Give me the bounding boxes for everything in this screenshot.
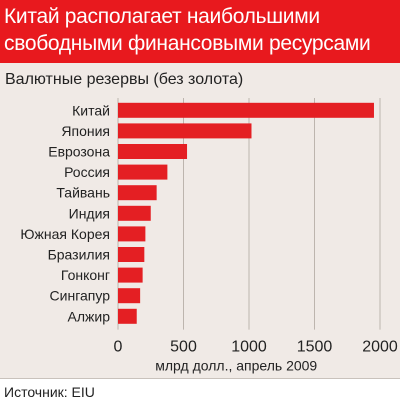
- bar-4: [118, 164, 168, 180]
- x-tick-label: 2000: [362, 339, 398, 356]
- category-label: Япония: [61, 123, 110, 139]
- source-note: Источник: EIU: [4, 384, 95, 400]
- title-banner: Китай располагает наибольшими свободными…: [0, 0, 400, 63]
- bar-2: [118, 123, 252, 139]
- bar-7: [118, 226, 146, 242]
- x-axis-label: млрд долл., апрель 2009: [155, 358, 317, 374]
- bar-5: [118, 185, 157, 201]
- category-label: Еврозона: [48, 144, 110, 160]
- bar-10: [118, 288, 141, 304]
- bar-1: [118, 102, 374, 118]
- footer: Источник: EIU: [0, 378, 400, 407]
- chart-panel: Валютные резервы (без золота) Китай Япони…: [0, 63, 400, 378]
- bar-8: [118, 247, 145, 262]
- bar-11: [118, 308, 137, 324]
- x-tick-label: 500: [170, 339, 197, 356]
- category-label: Сингапур: [50, 288, 111, 304]
- x-tick-label: 1500: [297, 339, 333, 356]
- category-label: Индия: [69, 205, 110, 221]
- bar-9: [118, 267, 143, 283]
- chart-subtitle: Валютные резервы (без золота): [5, 71, 244, 88]
- x-tick-label: 0: [114, 339, 123, 356]
- bar-3: [118, 144, 188, 159]
- bar-6: [118, 205, 151, 221]
- category-label: Россия: [64, 164, 110, 180]
- x-tick-label: 1000: [231, 339, 267, 356]
- category-label: Китай: [72, 102, 110, 118]
- category-label: Алжир: [68, 308, 111, 324]
- category-label: Гонконг: [61, 267, 110, 283]
- bar-chart: Китай Япония Еврозона Россия Тайвань Индия Южн…: [20, 98, 398, 374]
- category-label: Бразилия: [48, 247, 110, 263]
- category-label: Тайвань: [56, 185, 110, 201]
- category-label: Южная Корея: [20, 226, 110, 242]
- chart-title: Китай располагает наибольшими свободными…: [4, 5, 371, 55]
